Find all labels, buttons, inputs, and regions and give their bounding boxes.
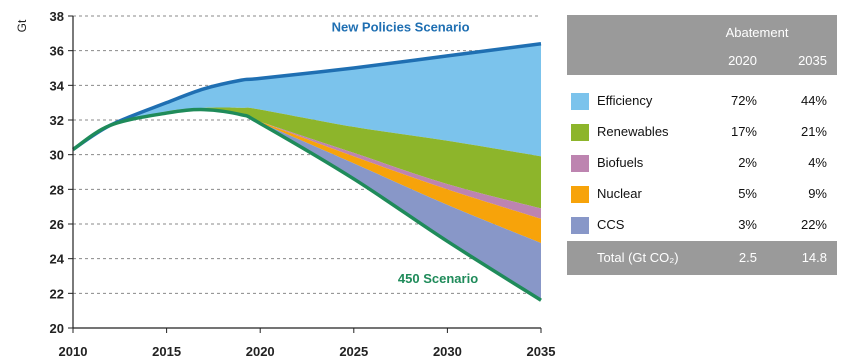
abatement-area-chart: 20 22 24 26 28 30 32 34 36 38 2010 2015 2020 2025 2030… <box>15 9 555 359</box>
row-value-2020: 5% <box>738 186 757 201</box>
row-value-2035: 22% <box>800 217 827 232</box>
y-tick-label-28: 28 <box>50 182 64 197</box>
450-scenario-label: 450 Scenario <box>398 271 478 286</box>
row-value-2035: 9% <box>808 186 827 201</box>
y-tick-label-34: 34 <box>50 78 65 93</box>
table-row-nuclear: Nuclear 5% 9% <box>567 178 837 210</box>
table-row-efficiency: Efficiency 72% 44% <box>567 85 837 117</box>
row-label: Biofuels <box>597 155 644 170</box>
area-renewables <box>73 107 541 209</box>
y-tick-label-38: 38 <box>50 9 64 24</box>
row-value-2020: 72% <box>730 93 757 108</box>
y-tick-label-24: 24 <box>50 252 65 267</box>
nuclear-swatch <box>571 186 589 203</box>
column-2020-header: 2020 <box>728 53 757 68</box>
efficiency-swatch <box>571 93 589 110</box>
row-value-2020: 17% <box>730 124 757 139</box>
column-2035-header: 2035 <box>798 53 827 68</box>
table-total-row: Total (Gt CO₂) 2.5 14.8 <box>567 241 837 275</box>
total-value-2035: 14.8 <box>801 250 827 265</box>
area-series <box>73 43 541 301</box>
y-tick-label-20: 20 <box>50 321 64 336</box>
abatement-table: Abatement 2020 2035 Efficiency 72% 44% R… <box>567 15 837 275</box>
biofuels-swatch <box>571 155 589 172</box>
x-tick-label-2030: 2030 <box>433 344 462 359</box>
area-ccs <box>73 109 541 301</box>
new-policies-line <box>72 41 542 151</box>
table-title: Abatement <box>725 25 789 40</box>
y-tick-label-36: 36 <box>50 44 64 59</box>
table-header: Abatement 2020 2035 <box>567 15 837 75</box>
y-tick-label-30: 30 <box>50 148 64 163</box>
x-tick-label-2010: 2010 <box>59 344 88 359</box>
row-value-2035: 44% <box>800 93 827 108</box>
x-tick-label-2020: 2020 <box>246 344 275 359</box>
total-value-2020: 2.5 <box>738 250 757 265</box>
y-tick-label-22: 22 <box>50 286 64 301</box>
row-label: Efficiency <box>597 93 653 108</box>
x-tick-label-2015: 2015 <box>152 344 181 359</box>
row-label: CCS <box>597 217 625 232</box>
row-value-2020: 2% <box>738 155 757 170</box>
y-tick-label-32: 32 <box>50 113 64 128</box>
annotations: New Policies Scenario 450 Scenario <box>332 20 479 286</box>
table-row-biofuels: Biofuels 2% 4% <box>567 147 837 179</box>
new-policies-label: New Policies Scenario <box>332 20 470 35</box>
row-value-2035: 4% <box>808 155 827 170</box>
axes: 20 22 24 26 28 30 32 34 36 38 2010 2015 2020 2025 2030… <box>15 9 555 359</box>
area-efficiency <box>73 43 541 157</box>
total-label: Total (Gt CO₂) <box>597 250 679 265</box>
ccs-swatch <box>571 217 589 234</box>
y-tick-label-26: 26 <box>50 217 64 232</box>
table-row-renewables: Renewables 17% 21% <box>567 116 837 148</box>
x-tick-label-2025: 2025 <box>339 344 368 359</box>
row-label: Renewables <box>597 124 669 139</box>
450-scenario-line <box>72 107 542 302</box>
table-row-ccs: CCS 3% 22% <box>567 209 837 241</box>
row-value-2020: 3% <box>738 217 757 232</box>
x-tick-label-2035: 2035 <box>527 344 556 359</box>
row-label: Nuclear <box>597 186 642 201</box>
scenario-lines <box>72 41 542 302</box>
row-value-2035: 21% <box>800 124 827 139</box>
y-axis-label: Gt <box>15 19 29 32</box>
renewables-swatch <box>571 124 589 141</box>
